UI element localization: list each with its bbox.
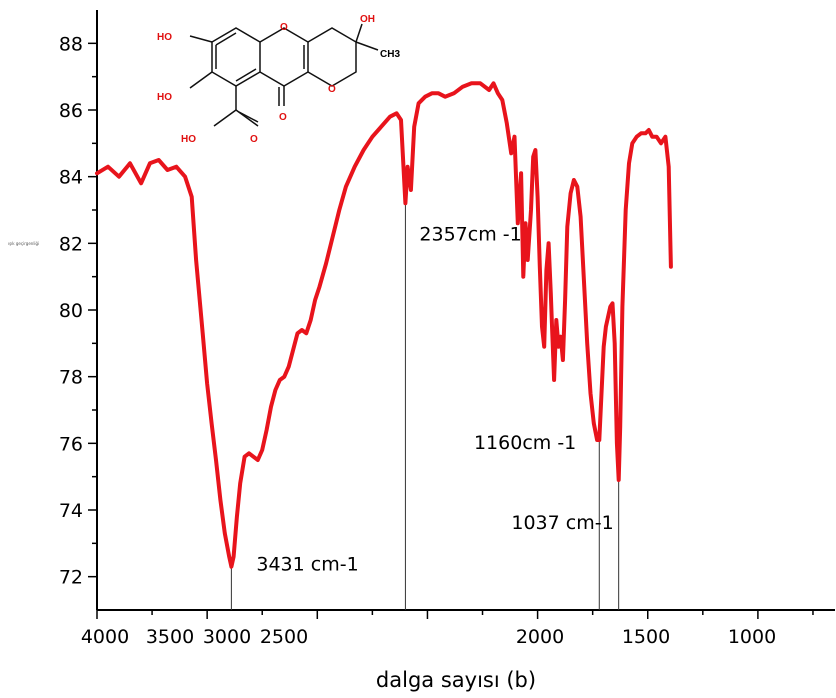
annotation-label: 2357cm -1 [419,223,521,245]
y-tick-label: 82 [59,233,83,255]
chemical-structure-image [189,23,379,127]
mol-ho-2: HO [157,92,172,103]
x-tick-label: 1000 [728,626,776,648]
mol-ch3: CH3 [380,49,400,60]
y-side-label: ışık geçirgenliği [8,241,39,246]
x-tick-label: 4000 [81,626,129,648]
y-tick-label: 74 [59,500,83,522]
y-tick-label: 88 [59,33,83,55]
series [95,81,673,569]
annotation-labels: 3431 cm-1 2357cm -1 1160cm -1 1037 cm-1 [256,223,613,575]
annotation-label: 1160cm -1 [474,432,576,454]
y-tick-label: 86 [59,100,83,122]
spectrum-series-line [95,81,673,569]
x-tick-label: 3000 [203,626,251,648]
annotation-label: 3431 cm-1 [256,554,358,576]
y-tick-label: 78 [59,367,83,389]
annotation-lines [230,203,620,610]
x-tick-label: 2000 [516,626,564,648]
x-tick-label: 2500 [260,626,308,648]
mol-o-ring1: O [280,22,288,33]
mol-ho-1: HO [157,32,172,43]
y-tick-label: 72 [59,567,83,589]
mol-o-acid: O [250,134,258,145]
x-tick-label: 1500 [622,626,670,648]
molecule-labels: HO HO HO OH CH3 O O O O [157,14,400,145]
mol-ho-3: HO [181,134,196,145]
mol-o-ketone: O [279,112,287,123]
x-axis-title: dalga sayısı (b) [376,668,536,692]
axes [96,10,835,611]
y-tick-label: 80 [59,300,83,322]
x-tick-label: 3500 [146,626,194,648]
y-tick-label: 84 [59,167,83,189]
mol-oh: OH [360,14,375,25]
mol-o-ring2: O [328,84,336,95]
pyranone-ring [259,27,309,87]
benzene-ring [211,27,261,87]
y-tick-label: 76 [59,433,83,455]
annotation-label: 1037 cm-1 [511,512,613,534]
dihydropyran-ring [307,27,357,87]
ticks: 72 74 76 78 80 82 84 86 88 4000 3500 3000 2500 2000 15… [59,33,814,648]
